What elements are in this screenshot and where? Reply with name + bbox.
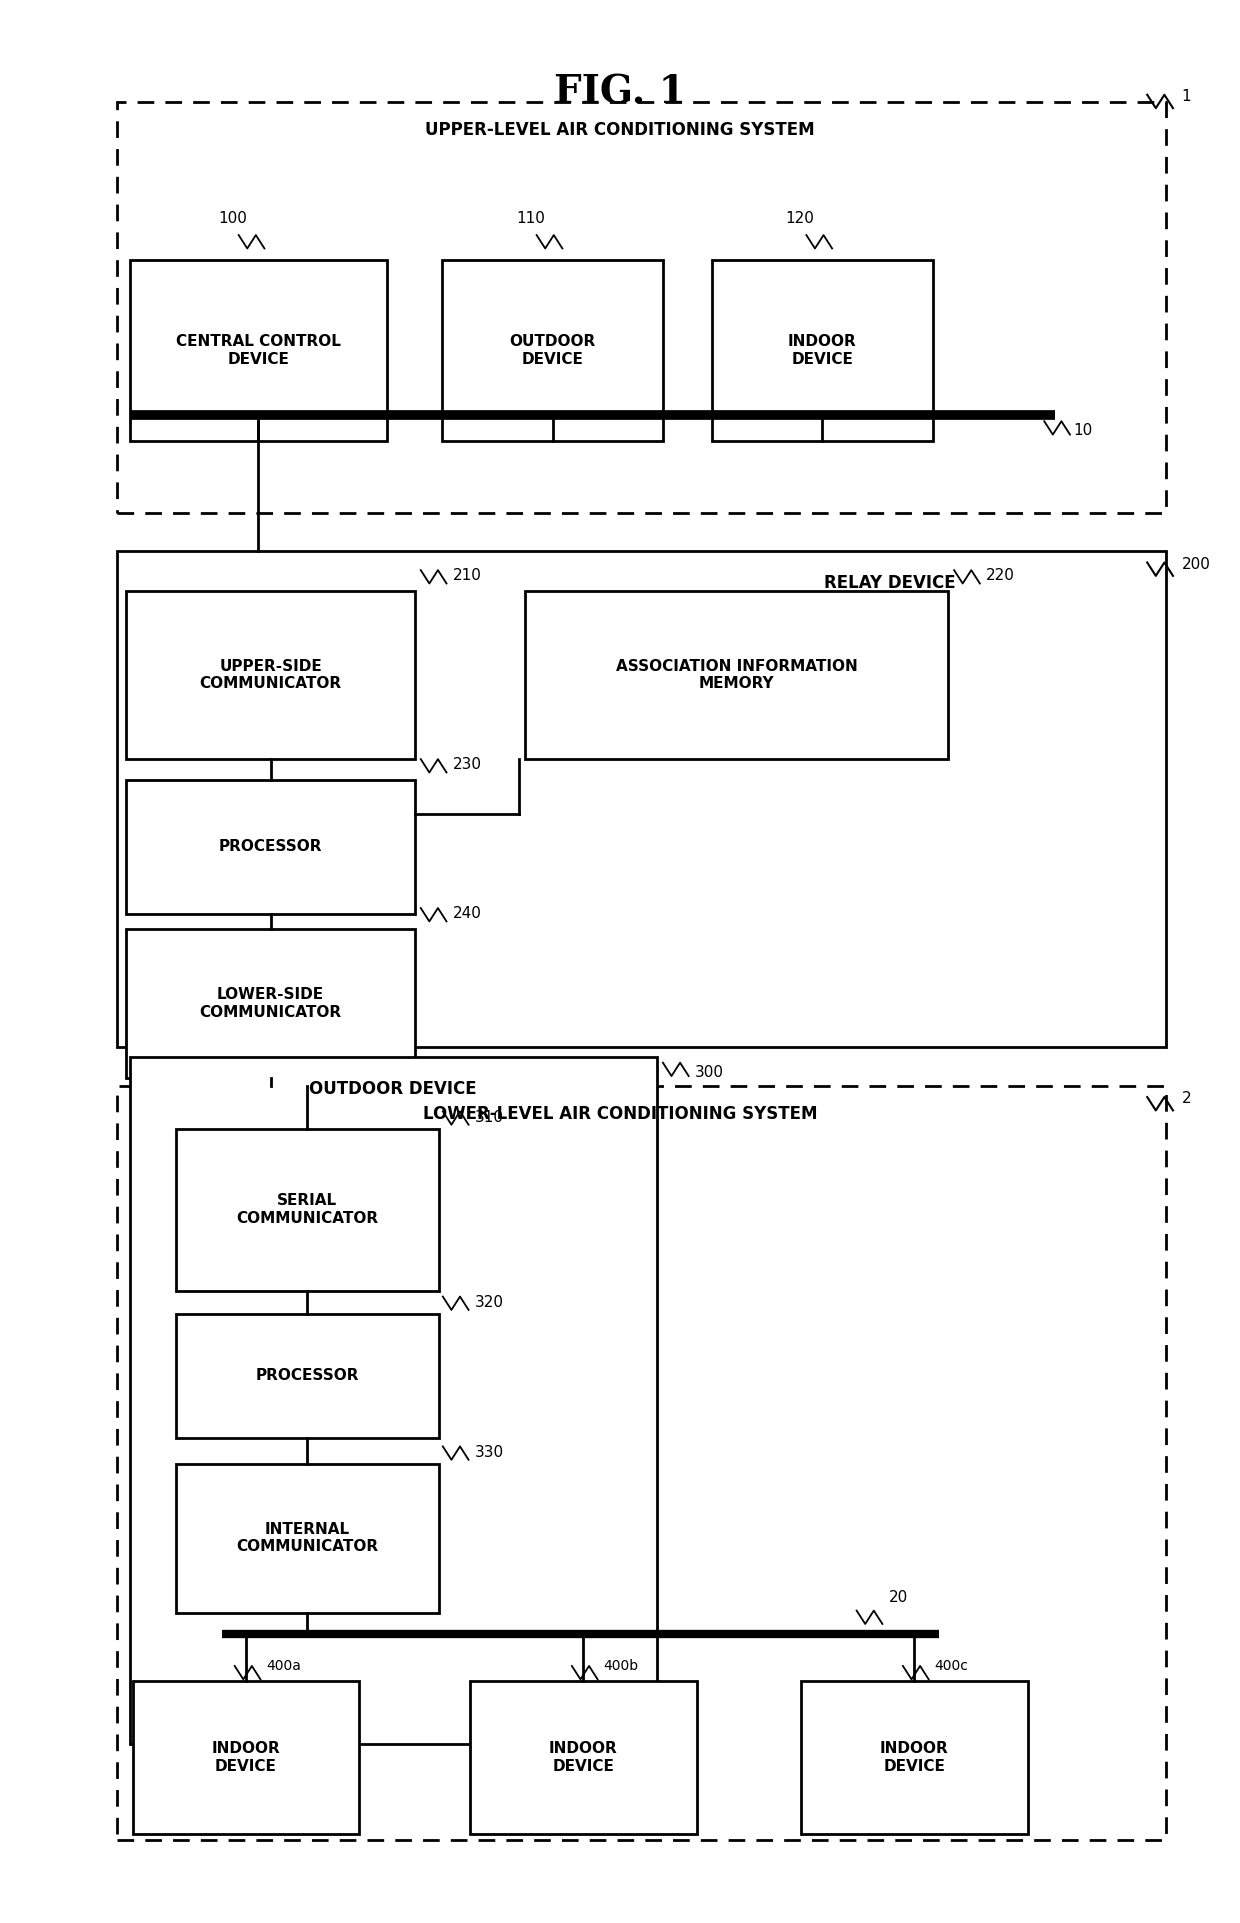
- Text: 1: 1: [1182, 88, 1192, 104]
- Text: 210: 210: [453, 569, 481, 583]
- Text: 400c: 400c: [935, 1660, 968, 1673]
- Text: 200: 200: [1182, 558, 1210, 571]
- Text: 400b: 400b: [604, 1660, 639, 1673]
- Text: UPPER-LEVEL AIR CONDITIONING SYSTEM: UPPER-LEVEL AIR CONDITIONING SYSTEM: [425, 121, 815, 140]
- Text: 10: 10: [1074, 423, 1092, 438]
- Text: RELAY DEVICE: RELAY DEVICE: [823, 573, 956, 592]
- Text: 240: 240: [453, 906, 481, 921]
- Text: 310: 310: [475, 1110, 503, 1125]
- Text: ASSOCIATION INFORMATION
MEMORY: ASSOCIATION INFORMATION MEMORY: [615, 660, 857, 692]
- Bar: [176, 1129, 439, 1290]
- Text: FIG. 1: FIG. 1: [554, 73, 686, 112]
- Bar: [129, 1058, 657, 1744]
- Text: INDOOR
DEVICE: INDOOR DEVICE: [549, 1742, 618, 1773]
- Text: INDOOR
DEVICE: INDOOR DEVICE: [212, 1742, 280, 1773]
- Bar: [118, 102, 1166, 513]
- Text: OUTDOOR
DEVICE: OUTDOOR DEVICE: [510, 335, 595, 367]
- Text: 330: 330: [475, 1444, 503, 1460]
- Text: 2: 2: [1182, 1092, 1192, 1106]
- Text: PROCESSOR: PROCESSOR: [255, 1369, 360, 1383]
- Text: 120: 120: [786, 210, 815, 225]
- Bar: [470, 1681, 697, 1835]
- Text: INTERNAL
COMMUNICATOR: INTERNAL COMMUNICATOR: [237, 1521, 378, 1554]
- Text: LOWER-SIDE
COMMUNICATOR: LOWER-SIDE COMMUNICATOR: [200, 986, 342, 1019]
- Text: 110: 110: [516, 210, 544, 225]
- Bar: [129, 260, 387, 440]
- Bar: [126, 781, 414, 913]
- Text: UPPER-SIDE
COMMUNICATOR: UPPER-SIDE COMMUNICATOR: [200, 660, 342, 692]
- Text: 20: 20: [889, 1590, 908, 1606]
- Text: 230: 230: [453, 758, 481, 773]
- Bar: [126, 590, 414, 760]
- Bar: [118, 552, 1166, 1048]
- Text: OUTDOOR DEVICE: OUTDOOR DEVICE: [309, 1081, 477, 1098]
- Text: LOWER-LEVEL AIR CONDITIONING SYSTEM: LOWER-LEVEL AIR CONDITIONING SYSTEM: [423, 1104, 817, 1123]
- Bar: [176, 1313, 439, 1438]
- Text: 100: 100: [218, 210, 247, 225]
- Bar: [443, 260, 663, 440]
- Bar: [126, 929, 414, 1079]
- Bar: [176, 1463, 439, 1613]
- Bar: [525, 590, 949, 760]
- Bar: [801, 1681, 1028, 1835]
- Bar: [133, 1681, 360, 1835]
- Text: 400a: 400a: [267, 1660, 301, 1673]
- Bar: [712, 260, 932, 440]
- Text: PROCESSOR: PROCESSOR: [218, 840, 322, 854]
- Text: SERIAL
COMMUNICATOR: SERIAL COMMUNICATOR: [237, 1194, 378, 1225]
- Bar: [118, 1086, 1166, 1840]
- Text: 300: 300: [694, 1065, 724, 1079]
- Text: INDOOR
DEVICE: INDOOR DEVICE: [787, 335, 857, 367]
- Text: INDOOR
DEVICE: INDOOR DEVICE: [880, 1742, 949, 1773]
- Text: 220: 220: [986, 569, 1014, 583]
- Text: CENTRAL CONTROL
DEVICE: CENTRAL CONTROL DEVICE: [176, 335, 341, 367]
- Text: 320: 320: [475, 1294, 503, 1310]
